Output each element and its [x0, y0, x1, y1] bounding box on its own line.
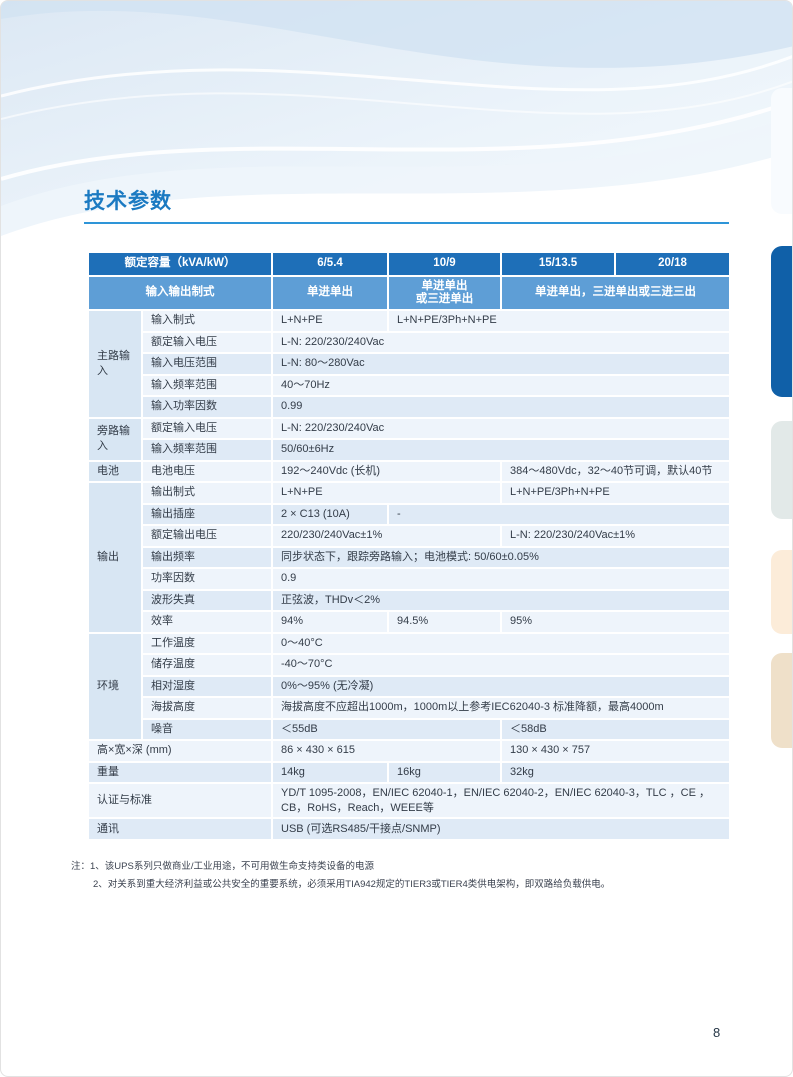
row-label: 额定输出电压 [143, 526, 271, 546]
row-label: 输入功率因数 [143, 397, 271, 417]
value-cell: 95% [502, 612, 729, 632]
value-cell: L+N+PE/3Ph+N+PE [389, 311, 729, 331]
side-tab [771, 653, 792, 748]
row-label: 输出制式 [143, 483, 271, 503]
value-cell: L+N+PE [273, 483, 500, 503]
spec-table: 额定容量（kVA/kW） 6/5.4 10/9 15/13.5 20/18 输入… [89, 253, 729, 839]
value-cell: 海拔高度不应超出1000m，1000m以上参考IEC62040-3 标准降额，最… [273, 698, 729, 718]
side-tab [771, 88, 792, 214]
value-cell: 94% [273, 612, 387, 632]
value-cell: ＜55dB [273, 719, 500, 739]
value-cell: 0～40°C [273, 633, 729, 653]
value-cell: L-N: 220/230/240Vac±1% [502, 526, 729, 546]
row-label: 输入频率范围 [143, 375, 271, 395]
footnote-1: 注：1、该UPS系列只做商业/工业用途，不可用做生命支持类设备的电源 [71, 861, 374, 872]
side-tab [771, 550, 792, 634]
category-cell: 旁路输入 [89, 418, 141, 460]
value-cell: 16kg [389, 762, 500, 782]
row-label: 重量 [89, 762, 271, 782]
value-cell: 0.99 [273, 397, 729, 417]
category-cell: 输出 [89, 483, 141, 632]
header-model-10kva: 10/9 [389, 253, 500, 275]
value-cell: L+N+PE [273, 311, 387, 331]
row-label: 认证与标准 [89, 784, 271, 818]
side-tab [771, 246, 792, 397]
value-cell: L-N: 80～280Vac [273, 354, 729, 374]
row-label: 电池电压 [143, 461, 271, 481]
category-cell: 主路输入 [89, 311, 141, 417]
value-cell: 50/60±6Hz [273, 440, 729, 460]
value-cell: ＜58dB [502, 719, 729, 739]
header-io-mode-15-20kva: 单进单出，三进单出或三进三出 [502, 277, 729, 309]
value-cell: USB (可选RS485/干接点/SNMP) [273, 819, 729, 839]
value-cell: 220/230/240Vac±1% [273, 526, 500, 546]
row-label: 输入制式 [143, 311, 271, 331]
value-cell: 384～480Vdc，32～40节可调，默认40节 [502, 461, 729, 481]
row-label: 输出插座 [143, 504, 271, 524]
header-model-6kva: 6/5.4 [273, 253, 387, 275]
value-cell: 130 × 430 × 757 [502, 741, 729, 761]
header-model-20kva: 20/18 [616, 253, 729, 275]
value-cell: 14kg [273, 762, 387, 782]
value-cell: 同步状态下，跟踪旁路输入；电池模式: 50/60±0.05% [273, 547, 729, 567]
row-label: 效率 [143, 612, 271, 632]
header-io-mode: 输入输出制式 [89, 277, 271, 309]
value-cell: YD/T 1095-2008，EN/IEC 62040-1，EN/IEC 620… [273, 784, 729, 818]
value-cell: L+N+PE/3Ph+N+PE [502, 483, 729, 503]
row-label: 输出频率 [143, 547, 271, 567]
value-cell: - [389, 504, 729, 524]
value-cell: 32kg [502, 762, 729, 782]
row-label: 储存温度 [143, 655, 271, 675]
row-label: 高×宽×深 (mm) [89, 741, 271, 761]
row-label: 额定输入电压 [143, 332, 271, 352]
value-cell: 40～70Hz [273, 375, 729, 395]
footnotes: 注：1、该UPS系列只做商业/工业用途，不可用做生命支持类设备的电源 2、对关系… [71, 860, 610, 893]
row-label: 通讯 [89, 819, 271, 839]
row-label: 波形失真 [143, 590, 271, 610]
banner-waves-graphic [1, 1, 792, 236]
value-cell: 0%～95% (无冷凝) [273, 676, 729, 696]
value-cell: L-N: 220/230/240Vac [273, 418, 729, 438]
value-cell: -40～70°C [273, 655, 729, 675]
header-banner-graphic [1, 1, 792, 236]
category-cell: 环境 [89, 633, 141, 739]
page-number: 8 [713, 1025, 721, 1040]
header-model-15kva: 15/13.5 [502, 253, 614, 275]
value-cell: 192～240Vdc (长机) [273, 461, 500, 481]
row-label: 噪音 [143, 719, 271, 739]
row-label: 额定输入电压 [143, 418, 271, 438]
row-label: 工作温度 [143, 633, 271, 653]
row-label: 输入频率范围 [143, 440, 271, 460]
category-cell: 电池 [89, 461, 141, 481]
value-cell: 2 × C13 (10A) [273, 504, 387, 524]
header-rated-capacity: 额定容量（kVA/kW） [89, 253, 271, 275]
side-tab [771, 421, 792, 519]
value-cell: 94.5% [389, 612, 500, 632]
value-cell: 86 × 430 × 615 [273, 741, 500, 761]
footnote-2: 2、对关系到重大经济利益或公共安全的重要系统，必须采用TIA942规定的TIER… [93, 879, 611, 891]
row-label: 输入电压范围 [143, 354, 271, 374]
title-underline [84, 222, 729, 224]
value-cell: 正弦波，THDv＜2% [273, 590, 729, 610]
page-title: 技术参数 [84, 190, 172, 213]
value-cell: L-N: 220/230/240Vac [273, 332, 729, 352]
row-label: 海拔高度 [143, 698, 271, 718]
header-io-mode-10kva: 单进单出 或三进单出 [389, 277, 500, 309]
row-label: 功率因数 [143, 569, 271, 589]
row-label: 相对湿度 [143, 676, 271, 696]
value-cell: 0.9 [273, 569, 729, 589]
header-io-mode-6kva: 单进单出 [273, 277, 387, 309]
